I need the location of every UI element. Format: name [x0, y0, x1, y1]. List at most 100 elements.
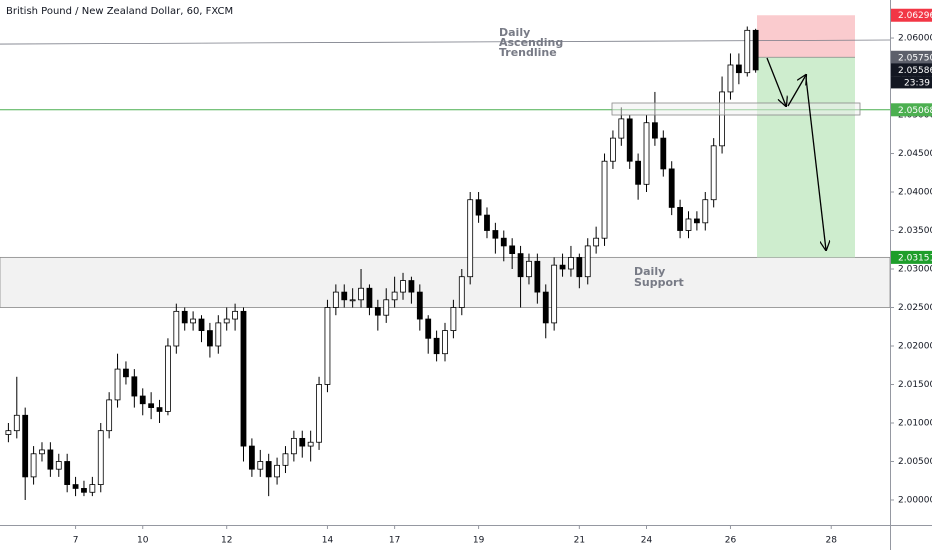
axis-layer: 2.00000 2.00500 2.01000 2.01500 2.02000 2.025… — [73, 8, 932, 546]
candle-body — [719, 91, 725, 147]
candle-body — [458, 276, 465, 308]
candle-body — [593, 237, 600, 247]
candle-body — [5, 430, 12, 435]
candle-body — [81, 488, 87, 493]
candle-body — [123, 368, 129, 378]
x-tick-label: 26 — [725, 536, 737, 546]
target-zone — [757, 57, 855, 258]
price-badge — [891, 103, 932, 117]
candle-body — [450, 307, 457, 331]
candle-body — [509, 245, 516, 255]
price-label: 2.03151 — [898, 253, 932, 263]
arrow — [787, 75, 806, 107]
candle-body — [139, 395, 146, 405]
candle-body — [148, 403, 155, 408]
chart-title: British Pound / New Zealand Dollar, 60, … — [6, 6, 233, 17]
candle-body — [559, 264, 566, 270]
trendline-label: Daily — [499, 26, 530, 39]
candle-body — [64, 461, 71, 485]
candle-body — [500, 237, 507, 247]
candle-body — [610, 137, 616, 162]
candle-body — [173, 310, 180, 347]
candle-body — [358, 287, 364, 301]
candle-body — [156, 407, 163, 412]
countdown: 23:39 — [904, 78, 930, 88]
candle-body — [727, 64, 734, 93]
candle-body — [383, 299, 390, 316]
candle-body — [584, 245, 591, 278]
candle-body — [290, 437, 297, 455]
candle-body — [181, 310, 188, 324]
candle-body — [72, 484, 79, 489]
candle-body — [165, 345, 171, 412]
candle-body — [601, 160, 608, 239]
candle-body — [643, 122, 650, 185]
candle-body — [467, 199, 474, 278]
x-tick-label: 19 — [473, 536, 485, 546]
y-tick-label: 2.06000 — [898, 34, 932, 44]
candle-body — [30, 453, 37, 478]
support-zone — [0, 256, 891, 308]
price-badge — [891, 8, 932, 22]
candle-body — [341, 291, 348, 301]
candle-body — [274, 464, 280, 478]
candle-body — [13, 414, 20, 432]
candle-body — [626, 118, 633, 162]
candle-body — [635, 160, 642, 185]
trendline — [0, 39, 891, 45]
price-badge — [891, 250, 932, 264]
candle-body — [568, 257, 574, 270]
price-label: 2.06296 — [898, 11, 932, 21]
candle-body — [198, 318, 205, 331]
y-tick-label: 2.01500 — [898, 380, 932, 390]
candle-body — [685, 218, 692, 231]
candle-body — [710, 145, 717, 201]
candle-body — [693, 218, 700, 224]
candle-body — [47, 449, 54, 470]
candle-body — [400, 280, 406, 293]
candle-body — [190, 318, 197, 324]
candle-body — [408, 280, 415, 293]
candle-body — [97, 430, 104, 485]
candle-body — [299, 437, 306, 447]
candle-body — [324, 307, 331, 385]
price-label: 2.05068 — [898, 106, 932, 116]
candle-body — [668, 168, 675, 208]
support-label: Daily — [634, 265, 665, 278]
candle-body — [702, 199, 709, 224]
candle-body — [677, 207, 683, 231]
y-tick-label: 2.04500 — [898, 149, 932, 159]
overlay-layer: British Pound / New Zealand Dollar, 60, … — [6, 6, 861, 289]
countdown-badge — [891, 76, 932, 89]
stop-zone — [757, 15, 855, 58]
candle-body — [618, 118, 625, 139]
candle-body — [332, 291, 339, 308]
candle-body — [652, 122, 658, 139]
price-badge — [891, 50, 932, 64]
candle-body — [240, 310, 247, 447]
x-tick-label: 10 — [137, 536, 149, 546]
candle-body — [391, 291, 398, 301]
trendline-label: Trendline — [499, 46, 557, 59]
y-tick-label: 2.02000 — [898, 341, 932, 351]
candle-body — [484, 214, 490, 231]
support-label: Support — [634, 276, 684, 289]
y-tick-label: 2.00000 — [898, 495, 932, 505]
x-tick-label: 28 — [825, 536, 837, 546]
candle-body — [55, 461, 62, 470]
x-tick-label: 17 — [389, 536, 400, 546]
price-label: 2.05586 — [898, 66, 932, 76]
y-tick-label: 2.03500 — [898, 226, 932, 236]
x-tick-label: 7 — [73, 536, 79, 546]
candle-body — [22, 414, 29, 478]
y-tick-label: 2.03000 — [898, 265, 932, 275]
x-tick-label: 24 — [641, 536, 653, 546]
candle-body — [660, 137, 667, 170]
candle-body — [442, 330, 448, 355]
background-layer — [0, 15, 891, 308]
candle-body — [39, 449, 45, 455]
arrow — [805, 77, 826, 250]
x-tick-label: 21 — [574, 536, 585, 546]
x-tick-label: 12 — [221, 536, 232, 546]
